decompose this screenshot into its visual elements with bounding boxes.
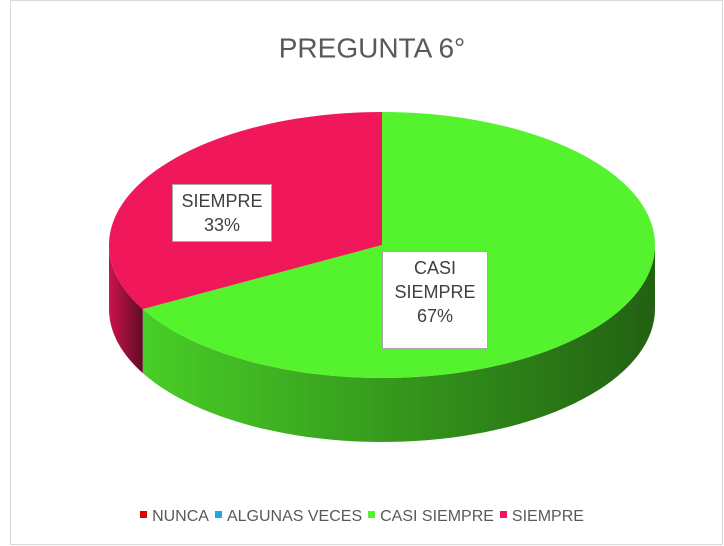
data-label-value: 67% <box>416 306 454 326</box>
pie-side <box>142 245 655 442</box>
data-label-category: SIEMPRE <box>181 191 263 211</box>
legend-label: NUNCA <box>152 508 209 525</box>
pie-slice <box>142 112 656 378</box>
pie-side <box>109 245 143 374</box>
data-label-value: 33% <box>203 215 241 235</box>
legend-item: CASI SIEMPRE <box>368 508 494 526</box>
legend-item: NUNCA <box>140 508 209 526</box>
data-label: CASI SIEMPRE 67% <box>382 251 488 349</box>
legend: NUNCA ALGUNAS VECES CASI SIEMPRE SIEMPRE <box>0 508 724 526</box>
data-label: SIEMPRE 33% <box>172 184 272 242</box>
legend-swatch <box>214 511 222 519</box>
legend-label: SIEMPRE <box>511 508 584 525</box>
legend-label: ALGUNAS VECES <box>226 508 363 525</box>
legend-item: SIEMPRE <box>499 508 584 526</box>
data-label-category: CASI SIEMPRE <box>394 258 476 302</box>
legend-label: CASI SIEMPRE <box>380 508 494 525</box>
legend-swatch <box>499 511 507 519</box>
legend-swatch <box>140 511 148 519</box>
legend-item: ALGUNAS VECES <box>214 508 363 526</box>
legend-swatch <box>368 511 376 519</box>
chart-title: PREGUNTA 6° <box>279 32 466 63</box>
